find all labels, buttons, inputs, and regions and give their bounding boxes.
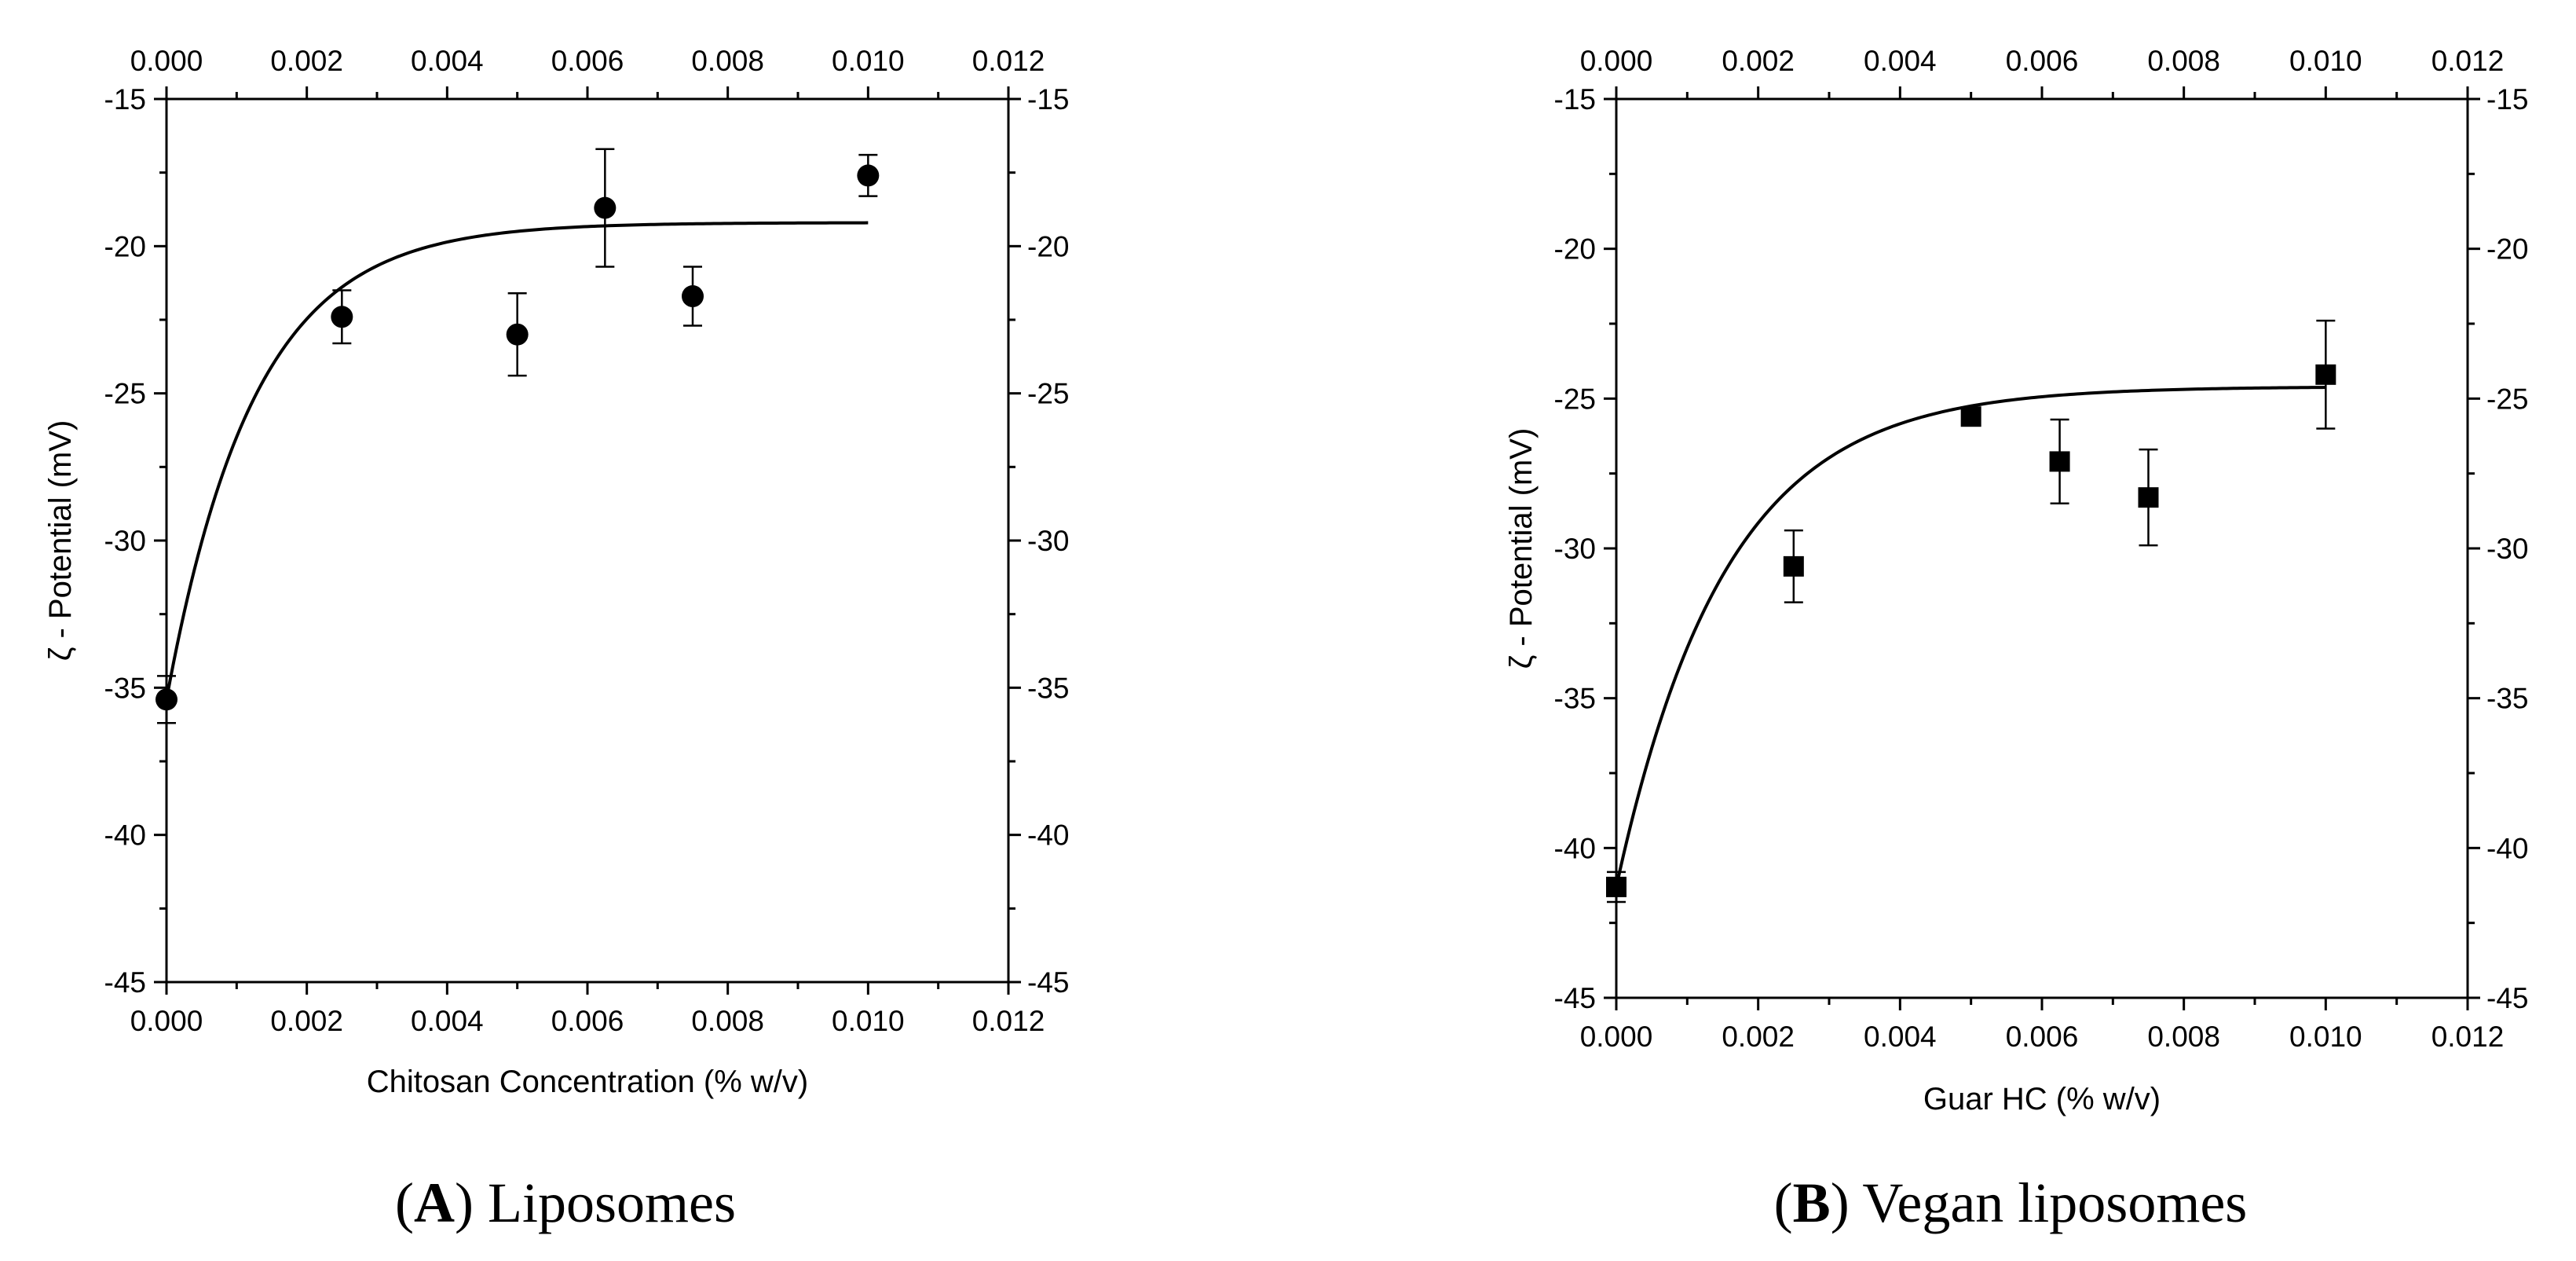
y-tick-label-right: -20 bbox=[1027, 230, 1069, 262]
panel-caption: (B) Vegan liposomes bbox=[1774, 1171, 2248, 1234]
y-tick-label-right: -15 bbox=[2486, 83, 2528, 115]
x-tick-label: 0.012 bbox=[972, 1005, 1045, 1037]
y-tick-label: -20 bbox=[104, 230, 146, 262]
caption-paren-open: ( bbox=[395, 1171, 414, 1234]
y-tick-label-right: -30 bbox=[1027, 525, 1069, 557]
y-tick-label: -25 bbox=[104, 378, 146, 410]
plot-frame bbox=[165, 97, 1010, 984]
data-point bbox=[682, 285, 704, 308]
y-tick-label: -45 bbox=[104, 966, 146, 999]
x-tick-label: 0.000 bbox=[1580, 1021, 1653, 1053]
y-tick-label: -40 bbox=[1554, 832, 1596, 864]
caption-letter: A bbox=[414, 1171, 455, 1234]
x-tick-label-top: 0.002 bbox=[270, 45, 343, 77]
caption-text: Liposomes bbox=[474, 1171, 736, 1234]
y-tick-label: -30 bbox=[1554, 533, 1596, 565]
data-point bbox=[331, 306, 353, 328]
fit-curve bbox=[1615, 386, 2326, 888]
x-tick-label-top: 0.012 bbox=[2431, 45, 2505, 77]
x-tick-label-top: 0.008 bbox=[2147, 45, 2220, 77]
data-point bbox=[1960, 406, 1981, 427]
x-tick-label: 0.006 bbox=[551, 1005, 624, 1037]
y-tick-label-right: -45 bbox=[2486, 982, 2528, 1014]
x-tick-label-top: 0.004 bbox=[1864, 45, 1937, 77]
data-point bbox=[2315, 364, 2336, 385]
x-tick-label: 0.012 bbox=[2431, 1021, 2505, 1053]
data-point bbox=[857, 164, 880, 187]
panel-caption: (A) Liposomes bbox=[395, 1171, 736, 1234]
y-tick-label: -45 bbox=[1554, 982, 1596, 1014]
y-tick-label-right: -40 bbox=[1027, 819, 1069, 852]
caption-paren-open: ( bbox=[1774, 1171, 1793, 1234]
data-point bbox=[156, 688, 177, 711]
y-axis-label: ζ - Potential (mV) bbox=[1504, 428, 1539, 669]
x-tick-label: 0.008 bbox=[2147, 1021, 2220, 1053]
data-point bbox=[1606, 876, 1626, 897]
x-tick-label: 0.004 bbox=[411, 1005, 484, 1037]
y-tick-label: -30 bbox=[104, 525, 146, 557]
x-tick-label-top: 0.012 bbox=[972, 45, 1045, 77]
y-tick-label: -15 bbox=[104, 83, 146, 115]
data-point bbox=[2138, 487, 2159, 508]
y-tick-label-right: -15 bbox=[1027, 83, 1069, 115]
x-tick-label-top: 0.010 bbox=[2289, 45, 2362, 77]
fit-curve bbox=[165, 221, 869, 700]
x-tick-label: 0.004 bbox=[1864, 1021, 1937, 1053]
caption-paren-close: ) bbox=[455, 1171, 474, 1234]
y-tick-label-right: -25 bbox=[1027, 378, 1069, 410]
caption-letter: B bbox=[1793, 1171, 1831, 1234]
data-point bbox=[594, 196, 617, 219]
y-tick-label: -40 bbox=[104, 819, 146, 852]
data-point bbox=[1783, 555, 1804, 577]
y-tick-label-right: -35 bbox=[2486, 683, 2528, 715]
x-tick-label-top: 0.004 bbox=[411, 45, 484, 77]
x-tick-label: 0.002 bbox=[270, 1005, 343, 1037]
y-tick-label-right: -35 bbox=[1027, 672, 1069, 704]
x-tick-label-top: 0.000 bbox=[1580, 45, 1653, 77]
y-tick-label: -25 bbox=[1554, 383, 1596, 415]
plot-frame bbox=[1615, 97, 2469, 999]
y-tick-label-right: -40 bbox=[2486, 832, 2528, 864]
y-tick-label: -15 bbox=[1554, 83, 1596, 115]
caption-text: Vegan liposomes bbox=[1850, 1171, 2248, 1234]
data-point bbox=[506, 323, 529, 346]
y-tick-label: -35 bbox=[104, 672, 146, 704]
x-axis-label: Chitosan Concentration (% w/v) bbox=[367, 1065, 808, 1099]
y-axis-label: ζ - Potential (mV) bbox=[43, 420, 78, 662]
x-axis-label: Guar HC (% w/v) bbox=[1923, 1082, 2161, 1116]
y-tick-label-right: -45 bbox=[1027, 966, 1069, 999]
x-tick-label: 0.010 bbox=[2289, 1021, 2362, 1053]
y-tick-label-right: -30 bbox=[2486, 533, 2528, 565]
x-tick-label: 0.008 bbox=[691, 1005, 764, 1037]
y-tick-label-right: -25 bbox=[2486, 383, 2528, 415]
x-tick-label: 0.006 bbox=[2006, 1021, 2079, 1053]
x-tick-label-top: 0.000 bbox=[130, 45, 203, 77]
data-point bbox=[2049, 451, 2070, 472]
x-tick-label: 0.002 bbox=[1722, 1021, 1795, 1053]
chart-panel-a: 0.000 0.000 0.002 0.002 0.004 0.004 0.006 0.006… bbox=[43, 45, 1069, 1234]
chart-panel-b: 0.000 0.000 0.002 0.002 0.004 0.004 0.006 0.006… bbox=[1504, 45, 2528, 1234]
x-tick-label-top: 0.006 bbox=[551, 45, 624, 77]
caption-paren-close: ) bbox=[1831, 1171, 1850, 1234]
x-tick-label-top: 0.002 bbox=[1722, 45, 1795, 77]
x-tick-label: 0.010 bbox=[832, 1005, 905, 1037]
x-tick-label-top: 0.010 bbox=[832, 45, 905, 77]
y-tick-label: -35 bbox=[1554, 683, 1596, 715]
y-tick-label-right: -20 bbox=[2486, 233, 2528, 266]
x-tick-label-top: 0.008 bbox=[691, 45, 764, 77]
x-tick-label: 0.000 bbox=[130, 1005, 203, 1037]
x-tick-label-top: 0.006 bbox=[2006, 45, 2079, 77]
y-tick-label: -20 bbox=[1554, 233, 1596, 266]
